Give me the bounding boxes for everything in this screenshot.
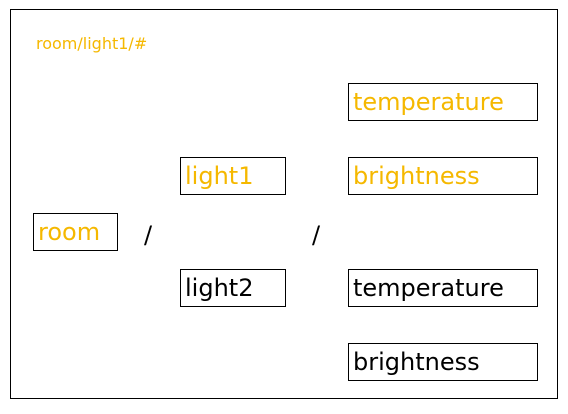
node-light1: light1 (180, 157, 286, 195)
node-light1-temperature: temperature (348, 83, 538, 121)
topic-filter-caption: room/light1/# (36, 34, 148, 53)
node-room: room (33, 213, 118, 251)
node-light2-temperature: temperature (348, 269, 538, 307)
node-light2-brightness: brightness (348, 343, 538, 381)
diagram-frame (10, 9, 558, 399)
separator-level1: / (144, 221, 153, 249)
node-light1-brightness: brightness (348, 157, 538, 195)
node-light2: light2 (180, 269, 286, 307)
separator-level2: / (312, 221, 321, 249)
